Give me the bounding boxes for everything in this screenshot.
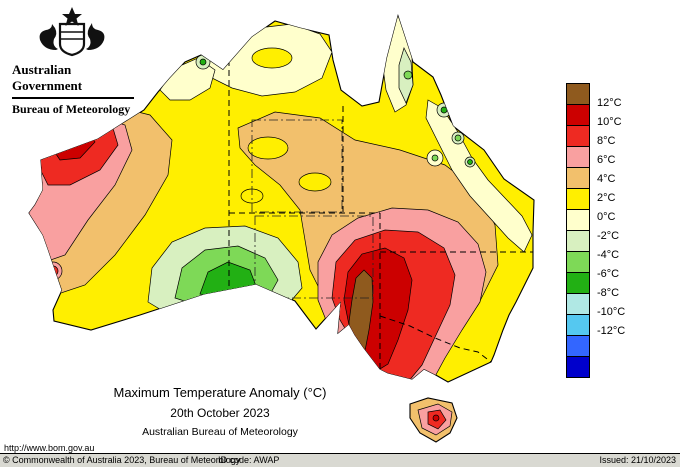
region-neqld-green-dot: [454, 134, 462, 142]
bom-url-text: http://www.bom.gov.au: [4, 443, 95, 453]
header-block: Australian Government Bureau of Meteorol…: [12, 6, 142, 117]
legend-cell: [566, 230, 590, 252]
government-title: Australian Government: [12, 62, 83, 93]
map-date: 20th October 2023: [170, 406, 270, 420]
legend-label: 10°C: [597, 116, 622, 128]
region-nt-yellow-patch: [298, 172, 332, 192]
legend-cell: [566, 356, 590, 378]
legend-cell: [566, 251, 590, 273]
legend-cell: [566, 104, 590, 126]
footer-copyright: © Commonwealth of Australia 2023, Bureau…: [3, 455, 241, 465]
legend-cell: [566, 314, 590, 336]
legend-cell: [566, 83, 590, 105]
district-boundary-sa: [254, 215, 374, 299]
footer-issued: Issued: 21/10/2023: [599, 455, 676, 465]
region-topend-yellow-patch: [251, 47, 293, 69]
coat-of-arms-icon: [39, 7, 105, 57]
legend-cell: [566, 188, 590, 210]
legend-label: 6°C: [597, 154, 616, 166]
region-nt-yellow-patch: [247, 136, 289, 160]
legend-label: 0°C: [597, 211, 616, 223]
region-kimberley-green-dot: [199, 58, 207, 66]
legend-cell: [566, 272, 590, 294]
region-capeyork-green-dot: [403, 70, 413, 80]
legend-cell: [566, 146, 590, 168]
region-neqld-green-dot: [467, 159, 473, 165]
legend-label: 2°C: [597, 192, 616, 204]
legend-cell: [566, 209, 590, 231]
bureau-title: Bureau of Meteorology: [12, 102, 131, 116]
map-caption: Maximum Temperature Anomaly (°C) 20th Oc…: [85, 385, 355, 438]
district-boundary-nt: [251, 119, 343, 213]
legend-label: 4°C: [597, 173, 616, 185]
legend-label: -10°C: [597, 306, 626, 318]
footer-id-code: ID code: AWAP: [218, 455, 280, 465]
region-qld-green-dot: [431, 154, 439, 162]
header-divider: [12, 97, 134, 99]
legend-label: -4°C: [597, 249, 620, 261]
region-tas-dark-red-dot: [432, 414, 440, 422]
legend-label: -8°C: [597, 287, 620, 299]
legend-label: -2°C: [597, 230, 620, 242]
footer-bar: © Commonwealth of Australia 2023, Bureau…: [0, 453, 680, 467]
map-attribution: Australian Bureau of Meteorology: [142, 426, 298, 438]
legend-cell: [566, 335, 590, 357]
legend-label: -6°C: [597, 268, 620, 280]
state-border-nsw-vic: [379, 315, 492, 363]
legend-cell: [566, 167, 590, 189]
legend-cell: [566, 125, 590, 147]
legend-label: -12°C: [597, 325, 626, 337]
legend-label: 12°C: [597, 97, 622, 109]
legend-label: 8°C: [597, 135, 616, 147]
legend-cells: [566, 83, 590, 378]
legend-cell: [566, 293, 590, 315]
map-title: Maximum Temperature Anomaly (°C): [113, 385, 327, 400]
